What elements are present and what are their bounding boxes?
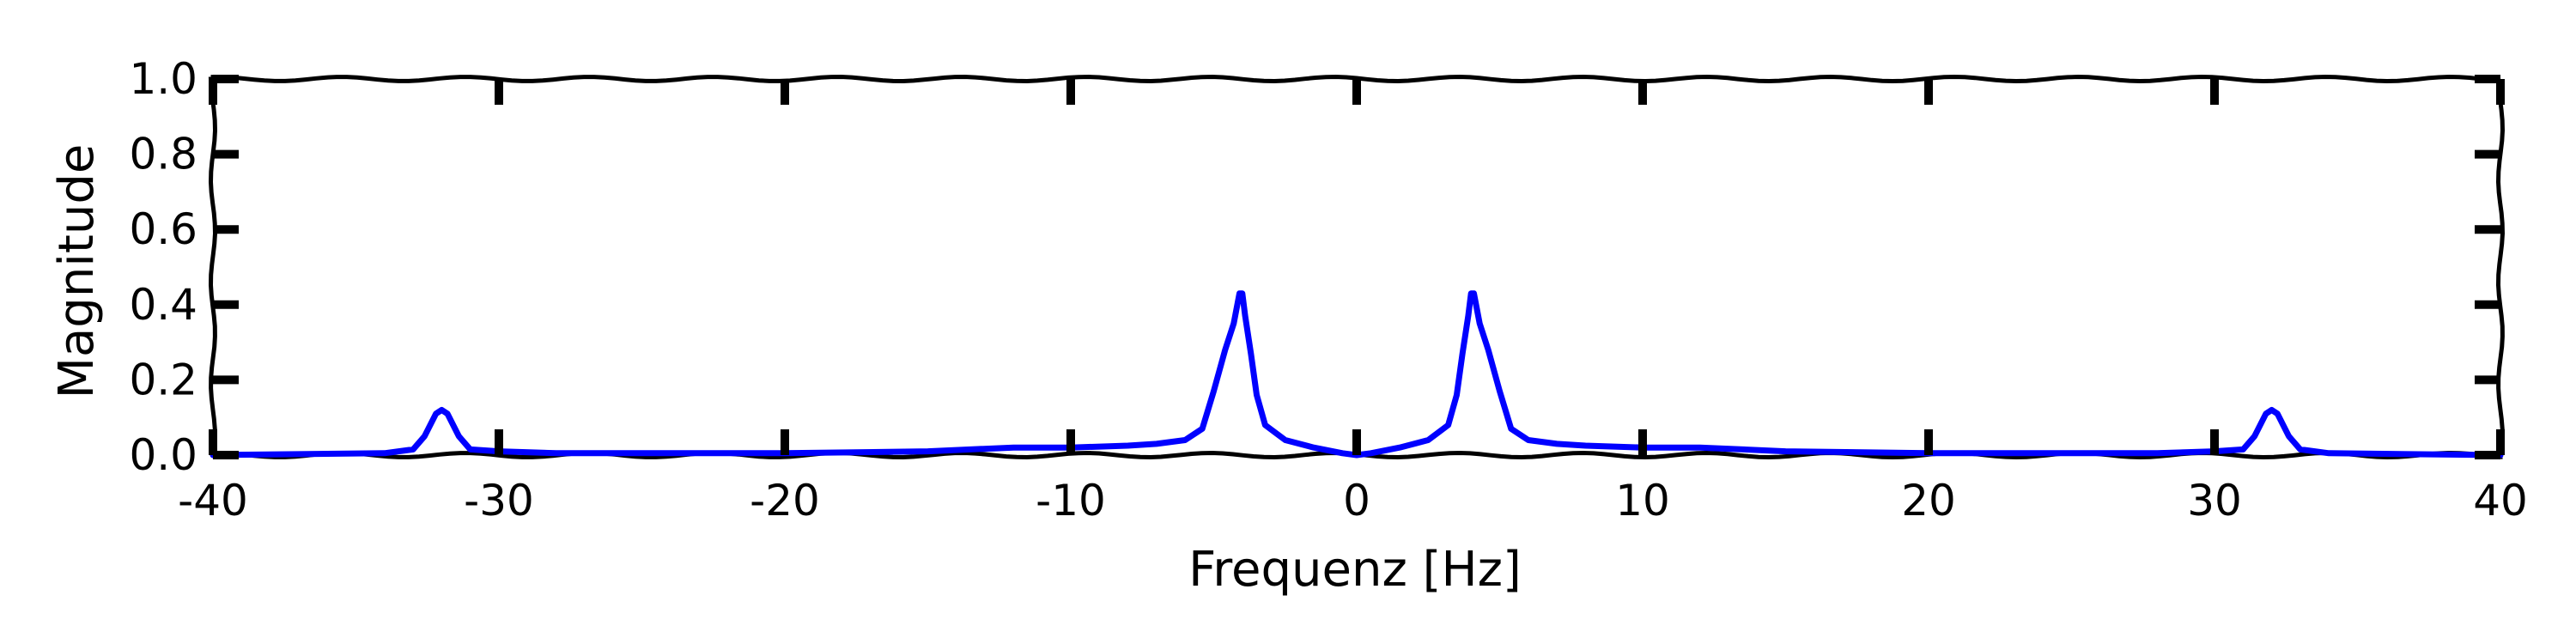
plot-frame	[208, 74, 2506, 460]
y-axis-label: Magnitude	[49, 144, 105, 399]
y-tick-label: 0.8	[129, 130, 197, 179]
y-tick-label: 0.6	[129, 204, 197, 254]
x-tick-label: -10	[1036, 476, 1106, 526]
tick-layer: -40 -30 -20 -10 0 10 20 30 40 0.0 0.2 0.4 0.6 0.8 1.0	[129, 54, 2527, 526]
frame-right	[2495, 76, 2506, 456]
y-tick-label: 1.0	[129, 54, 197, 104]
y-tick-label: 0.4	[129, 280, 197, 330]
x-tick-label: 0	[1343, 476, 1370, 526]
x-tick-label: 40	[2473, 476, 2528, 526]
x-tick-label: -40	[178, 476, 248, 526]
frame-top	[210, 74, 2503, 84]
x-tick-label: 10	[1615, 476, 1670, 526]
y-tick-label: 0.0	[129, 430, 197, 480]
x-axis-label: Frequenz [Hz]	[1188, 542, 1522, 598]
label-layer: Frequenz [Hz] Magnitude	[49, 144, 1522, 598]
y-tick-label: 0.2	[129, 355, 197, 404]
x-tick-label: 20	[1901, 476, 1956, 526]
x-tick-label: -30	[464, 476, 534, 526]
x-tick-label: -20	[750, 476, 820, 526]
frame-left	[208, 76, 218, 456]
x-tick-label: 30	[2187, 476, 2242, 526]
